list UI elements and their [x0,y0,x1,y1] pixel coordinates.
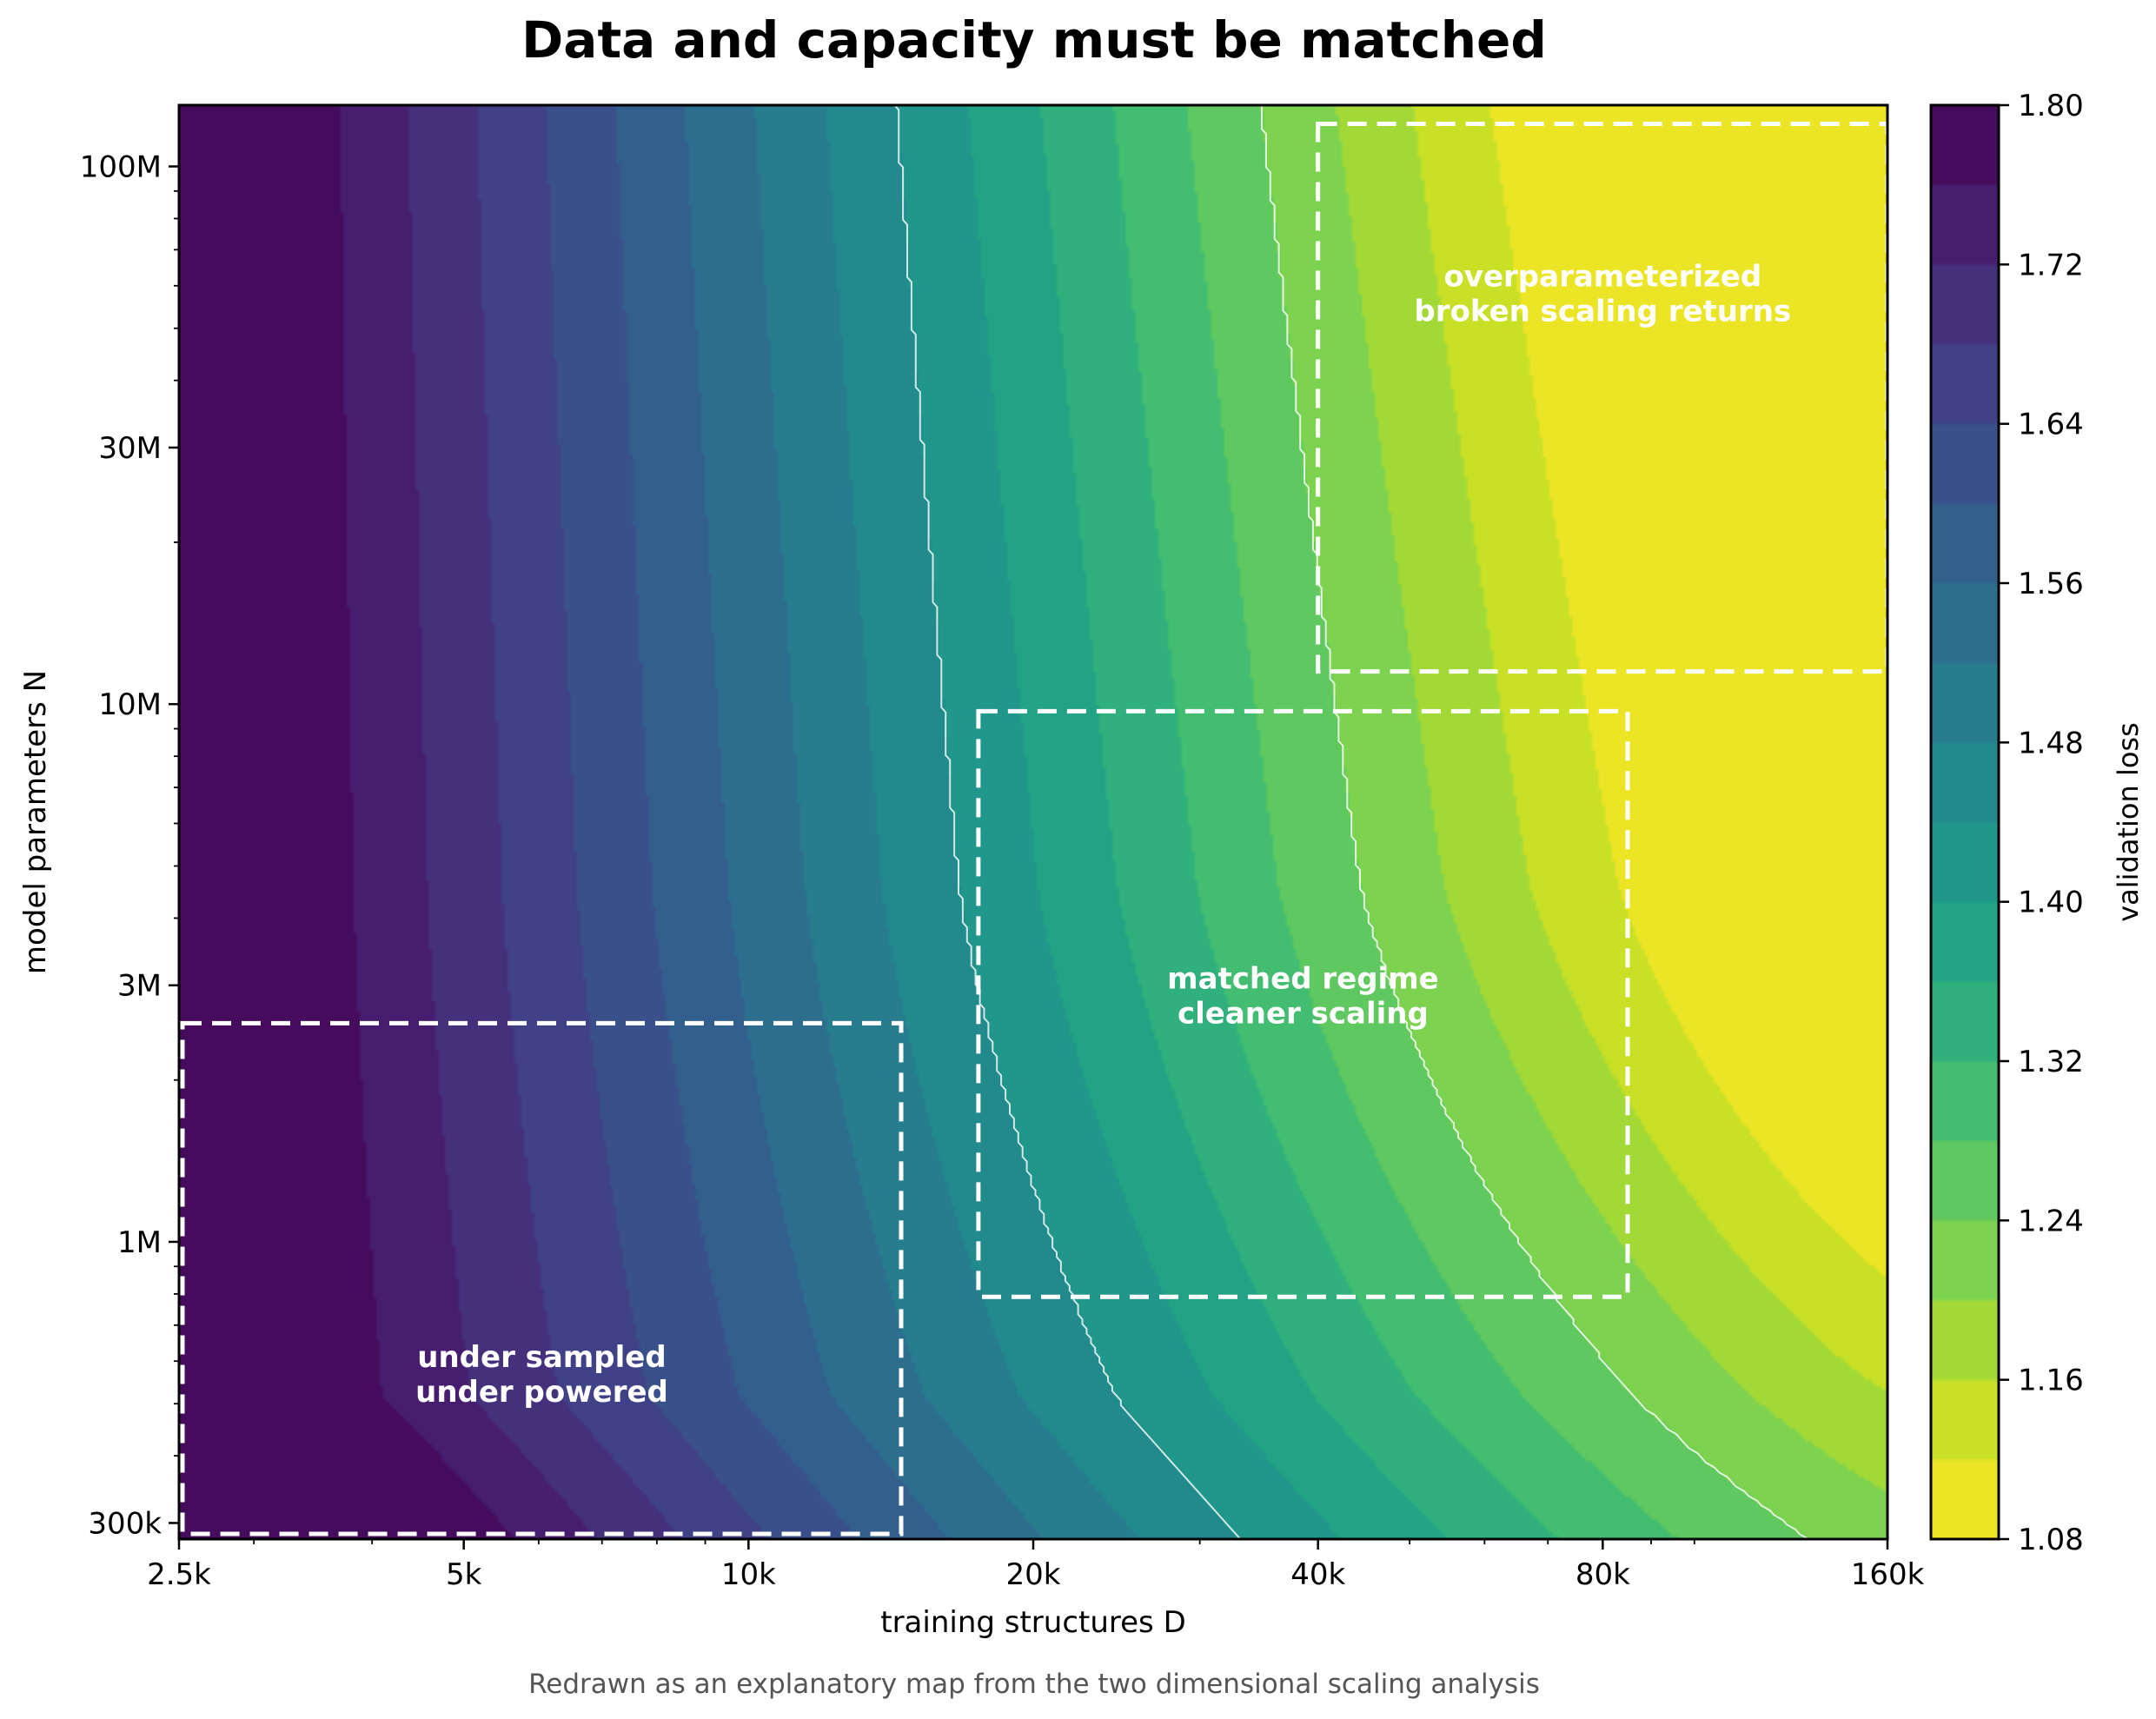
regime-label-overparameterized: overparameterized [1443,260,1761,295]
regime-label-under_sampled: under powered [415,1375,668,1410]
y-axis-label: model parameters N [18,670,53,974]
x-tick-label: 5k [446,1557,482,1592]
colorbar-frame [1929,103,2000,1541]
colorbar-tick-label: 1.48 [2018,726,2084,760]
x-tick-label: 80k [1576,1557,1630,1592]
colorbar-tick-label: 1.32 [2018,1045,2084,1079]
y-tick-label: 10M [98,687,162,722]
y-tick-label: 100M [80,149,162,184]
y-axis-ticks: 300k 1M 3M 10M 30M 100M [80,149,179,1541]
colorbar-label: validation loss [2112,722,2145,922]
highlight-contour [893,104,1242,1540]
colorbar-tick-label: 1.40 [2018,886,2084,920]
colorbar-tick-label: 1.64 [2018,408,2084,442]
x-axis-ticks: 2.5k 5k 10k 20k 40k 80k 160k [147,1539,1925,1592]
y-tick-label: 300k [88,1506,162,1541]
footer-note: Redrawn as an explanatory map from the t… [528,1669,1540,1700]
colorbar-tick-label: 1.24 [2018,1204,2084,1238]
regime-label-under_sampled: under sampled [417,1340,666,1375]
colorbar: 1.08 1.16 1.24 1.32 1.40 1.48 1.56 1.64 1.72 1.80… [1929,89,2145,1557]
regime-box-under_sampled [180,1020,904,1536]
contour-plot-area [179,105,1887,1539]
y-tick-label: 30M [98,431,162,466]
regime-label-matched: cleaner scaling [1178,996,1429,1031]
x-tick-label: 2.5k [147,1557,211,1592]
colorbar-tick-label: 1.08 [2018,1523,2084,1557]
colorbar-tick-label: 1.80 [2018,89,2084,123]
y-tick-label: 1M [117,1225,162,1260]
x-tick-label: 10k [721,1557,776,1592]
regime-label-matched: matched regime [1167,961,1439,996]
x-axis-label: training structures D [880,1605,1186,1640]
regime-label-overparameterized: broken scaling returns [1414,295,1791,329]
colorbar-ticks: 1.08 1.16 1.24 1.32 1.40 1.48 1.56 1.64 1.72 1.80 [1999,89,2084,1557]
colorbar-tick-label: 1.56 [2018,567,2084,601]
x-tick-label: 40k [1290,1557,1345,1592]
colorbar-tick-label: 1.72 [2018,248,2084,282]
colorbar-tick-label: 1.16 [2018,1364,2084,1398]
colorbar-gradient [1931,105,1999,1539]
x-tick-label: 20k [1006,1557,1061,1592]
contour-field [179,105,1887,1539]
chart-title: Data and capacity must be matched [521,10,1547,70]
x-tick-label: 160k [1851,1557,1925,1592]
highlight-contour [1261,105,1809,1540]
y-tick-label: 3M [117,969,162,1004]
